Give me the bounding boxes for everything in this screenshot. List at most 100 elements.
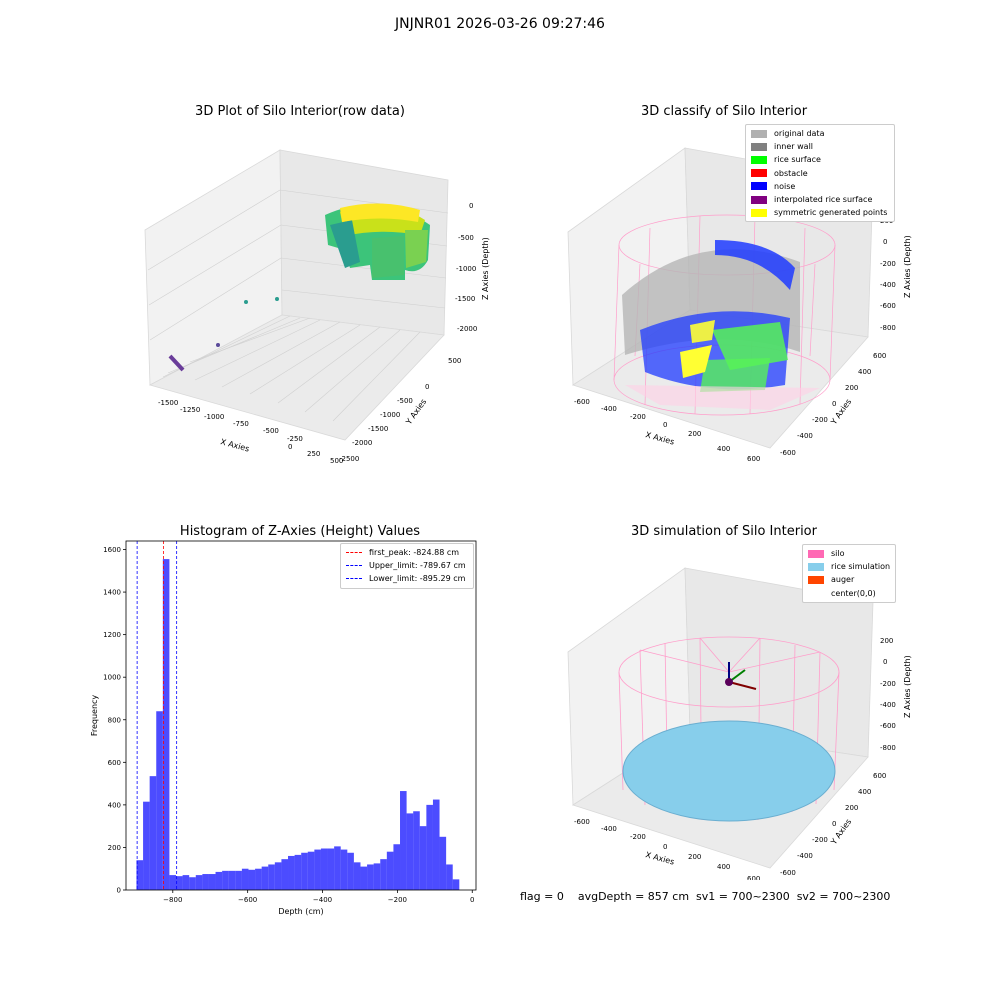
svg-text:600: 600 xyxy=(747,875,760,880)
svg-text:-1250: -1250 xyxy=(180,406,200,414)
hist-bar xyxy=(288,855,295,890)
svg-text:-400: -400 xyxy=(880,701,896,709)
legend-item: rice simulation xyxy=(808,560,890,573)
hist-bar xyxy=(143,801,150,890)
x-tick-label: −800 xyxy=(163,896,182,904)
legend-item: Upper_limit: -789.67 cm xyxy=(346,559,468,572)
svg-text:400: 400 xyxy=(858,788,871,796)
hist-bar xyxy=(452,879,460,890)
hist-bar xyxy=(281,859,289,890)
sim-legend: silo rice simulation auger center(0,0) xyxy=(802,544,896,603)
svg-text:-600: -600 xyxy=(574,398,590,406)
hist-x-ticks: −800 −600 −400 −200 0 xyxy=(163,890,474,904)
hist-bar xyxy=(274,862,282,890)
sim-z-label: Z Axies (Depth) xyxy=(903,655,912,718)
hist-bar xyxy=(380,859,387,890)
legend-item: inner wall xyxy=(751,140,889,153)
hist-x-label: Depth (cm) xyxy=(278,907,323,916)
svg-text:-400: -400 xyxy=(601,405,617,413)
hist-bar xyxy=(373,863,381,890)
hist-bar xyxy=(406,813,414,890)
svg-text:0: 0 xyxy=(469,202,473,210)
svg-text:200: 200 xyxy=(688,430,701,438)
hist-bar xyxy=(446,864,453,890)
hist-bar xyxy=(222,870,229,890)
svg-text:-250: -250 xyxy=(287,435,303,443)
svg-text:-400: -400 xyxy=(797,852,813,860)
histogram-chart[interactable]: −800 −600 −400 −200 0 0 200 400 600 800 1000 1200 1… xyxy=(80,535,490,920)
svg-text:-600: -600 xyxy=(574,818,590,826)
legend-item: auger xyxy=(808,573,890,586)
hist-bar xyxy=(294,854,302,890)
hist-bar xyxy=(182,875,190,890)
hist-bar xyxy=(320,848,328,890)
hist-bar xyxy=(149,776,157,890)
classify-z-ticks: 200 0 -200 -400 -600 -800 xyxy=(880,217,896,332)
hist-bar xyxy=(334,846,341,890)
legend-item: interpolated rice surface xyxy=(751,193,889,206)
sim-auger-axes xyxy=(725,662,757,690)
sim-y-ticks: 600 400 200 0 -200 -400 -600 xyxy=(780,772,886,877)
svg-text:-200: -200 xyxy=(880,680,896,688)
hist-bar xyxy=(202,874,209,890)
svg-text:-1500: -1500 xyxy=(455,295,475,303)
svg-text:-200: -200 xyxy=(630,833,646,841)
hist-bar xyxy=(432,799,440,890)
svg-text:-800: -800 xyxy=(880,324,896,332)
hist-bar xyxy=(301,852,308,890)
svg-text:-600: -600 xyxy=(780,869,796,877)
legend-item: symmetric generated points xyxy=(751,206,889,219)
hist-bar xyxy=(347,852,354,890)
y-tick-label: 0 xyxy=(117,887,121,895)
sim-3d-plot[interactable]: -600 -400 -200 0 200 400 600 X Axies 600… xyxy=(560,550,920,880)
svg-text:-600: -600 xyxy=(880,302,896,310)
hist-bar xyxy=(248,869,256,890)
svg-text:500: 500 xyxy=(330,457,343,465)
y-tick-label: 200 xyxy=(108,844,121,852)
svg-text:400: 400 xyxy=(717,445,730,453)
svg-text:400: 400 xyxy=(717,863,730,871)
svg-text:-400: -400 xyxy=(797,432,813,440)
y-tick-label: 600 xyxy=(108,759,121,767)
classify-points xyxy=(622,240,820,410)
hist-bar xyxy=(208,874,216,890)
hist-bar xyxy=(215,871,223,890)
raw-3d-plot[interactable]: -1500 -1250 -1000 -750 -500 -250 0 250 5… xyxy=(130,130,490,470)
svg-text:-2000: -2000 xyxy=(457,325,477,333)
hist-bar xyxy=(426,804,433,890)
svg-text:-500: -500 xyxy=(263,427,279,435)
svg-text:-200: -200 xyxy=(880,260,896,268)
hist-bar xyxy=(255,868,262,890)
sim-x-ticks: -600 -400 -200 0 200 400 600 xyxy=(574,818,760,880)
hist-bar xyxy=(241,868,249,890)
svg-text:-800: -800 xyxy=(880,744,896,752)
svg-text:-400: -400 xyxy=(601,825,617,833)
hist-bar xyxy=(340,849,348,890)
classify-z-label: Z Axies (Depth) xyxy=(903,235,912,298)
svg-text:600: 600 xyxy=(747,455,760,463)
svg-text:-200: -200 xyxy=(812,836,828,844)
hist-bar xyxy=(393,844,401,890)
raw-y-ticks: 500 0 -500 -1000 -1500 -2000 -2500 xyxy=(339,357,461,463)
svg-text:400: 400 xyxy=(858,368,871,376)
sim-plot-title: 3D simulation of Silo Interior xyxy=(631,524,817,539)
svg-text:-1000: -1000 xyxy=(204,413,224,421)
svg-text:-600: -600 xyxy=(780,449,796,457)
svg-text:0: 0 xyxy=(663,421,667,429)
legend-item: original data xyxy=(751,127,889,140)
svg-text:-2500: -2500 xyxy=(339,455,359,463)
svg-text:-1000: -1000 xyxy=(380,411,400,419)
svg-text:-200: -200 xyxy=(630,413,646,421)
svg-text:-500: -500 xyxy=(397,397,413,405)
hist-bar xyxy=(360,866,368,890)
svg-text:200: 200 xyxy=(845,384,858,392)
status-footer: flag = 0 avgDepth = 857 cm sv1 = 700~230… xyxy=(520,890,891,903)
hist-y-ticks: 0 200 400 600 800 1000 1200 1400 1600 xyxy=(103,546,126,895)
svg-text:0: 0 xyxy=(883,658,887,666)
svg-text:200: 200 xyxy=(688,853,701,861)
hist-bar xyxy=(327,848,335,890)
y-tick-label: 1200 xyxy=(103,631,121,639)
hist-bar xyxy=(439,836,447,890)
classify-x-label: X Axies xyxy=(644,430,675,446)
hist-bar xyxy=(156,711,163,890)
